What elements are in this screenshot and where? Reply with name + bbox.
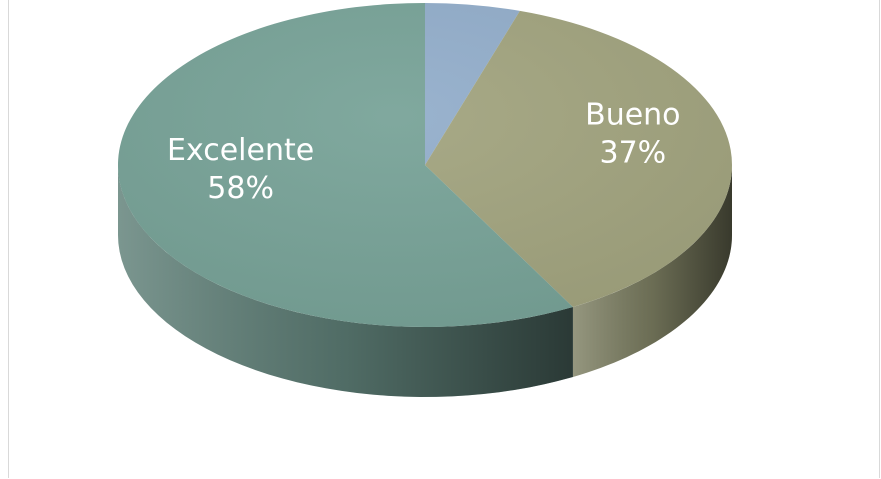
data-label-bueno-percent: 37% xyxy=(599,136,666,171)
data-label-excelente-name: Excelente xyxy=(167,133,314,168)
data-label-regular-percent: 5% xyxy=(524,0,572,6)
data-label-excelente-percent: 58% xyxy=(207,171,274,206)
data-label-bueno-name: Bueno xyxy=(585,98,680,133)
pie-side-shade-excelente xyxy=(118,165,573,397)
pie-side-shade-bueno xyxy=(572,165,732,377)
pie-top-shade xyxy=(118,3,732,327)
